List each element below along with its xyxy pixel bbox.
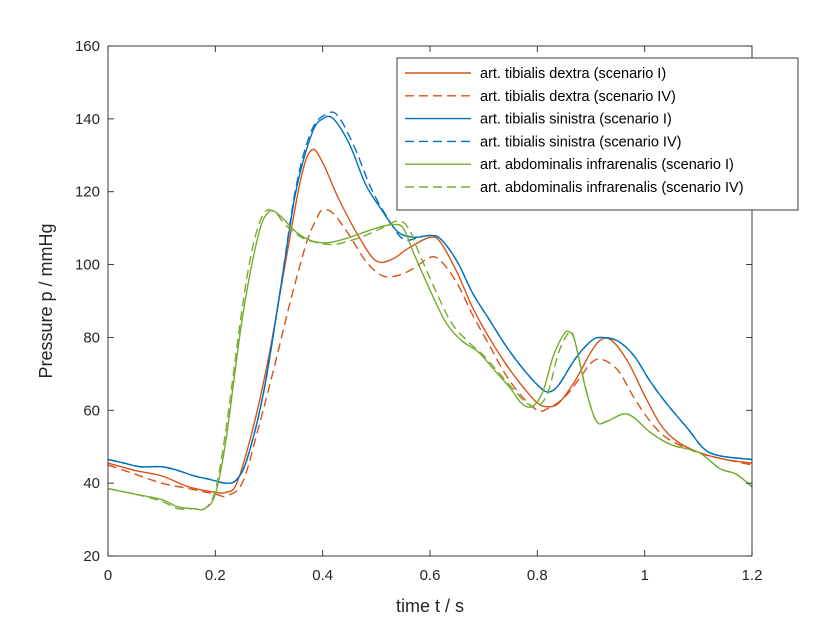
x-tick-label: 0 <box>104 567 112 584</box>
legend-entry-label: art. tibialis dextra (scenario IV) <box>480 89 676 105</box>
x-tick-label: 0.6 <box>420 567 441 584</box>
legend-box <box>396 57 799 211</box>
x-tick-label: 1.2 <box>742 567 763 584</box>
y-axis-label: Pressure p / mmHg <box>36 223 56 378</box>
x-tick-label: 1 <box>640 567 648 584</box>
x-axis-label: time t / s <box>396 596 464 616</box>
series-line-1 <box>107 208 753 498</box>
legend-entry-label: art. abdominalis infrarenalis (scenario … <box>480 180 744 196</box>
y-tick-label: 100 <box>75 257 100 274</box>
x-tick-label: 0.2 <box>205 567 226 584</box>
y-tick-label: 140 <box>75 111 100 128</box>
y-tick-label: 160 <box>75 38 100 55</box>
legend-entry-label: art. tibialis dextra (scenario I) <box>480 66 666 82</box>
series-line-2 <box>107 115 753 484</box>
x-tick-label: 0.8 <box>527 567 548 584</box>
series-layer <box>107 111 753 511</box>
legend-entry-label: art. tibialis sinistra (scenario IV) <box>480 134 681 150</box>
legend: art. tibialis dextra (scenario I) art. ti… <box>396 57 799 211</box>
y-tick-label: 40 <box>83 475 100 492</box>
x-tick-label: 0.4 <box>312 567 333 584</box>
series-line-5 <box>107 209 753 511</box>
y-tick-label: 120 <box>75 184 100 201</box>
ticks: 0 0.2 0.4 0.6 0.8 1 1.2 20 40 60 80 100 120 140 160 <box>75 38 762 584</box>
y-tick-label: 80 <box>83 329 100 346</box>
legend-entry-label: art. abdominalis infrarenalis (scenario … <box>480 157 734 173</box>
y-tick-label: 60 <box>83 402 100 419</box>
legend-entry-label: art. tibialis sinistra (scenario I) <box>480 112 672 128</box>
series-line-0 <box>107 148 753 494</box>
y-tick-label: 20 <box>83 548 100 565</box>
